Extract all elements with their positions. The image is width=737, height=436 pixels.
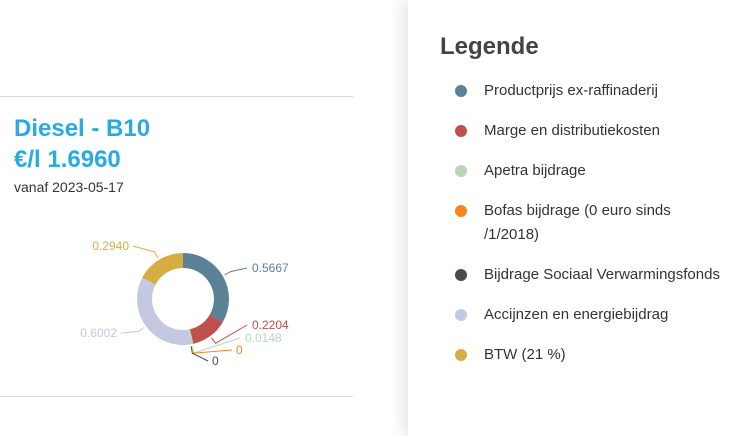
slice-value-label: 0 bbox=[212, 354, 219, 368]
donut-slice[interactable] bbox=[183, 253, 230, 323]
donut-slice[interactable] bbox=[188, 329, 194, 345]
legend-item-label: Bofas bijdrage (0 euro sinds /1/2018) bbox=[484, 202, 671, 243]
slice-value-label: 0.5667 bbox=[252, 261, 289, 275]
legend-color-dot-icon bbox=[455, 125, 467, 137]
legend-color-dot-icon bbox=[455, 269, 467, 281]
donut-slice[interactable] bbox=[189, 314, 223, 344]
slice-value-label: 0.2204 bbox=[252, 318, 289, 332]
legend-item[interactable]: Apetra bijdrage bbox=[454, 159, 724, 183]
legend-item-label: Productprijs ex-raffinaderij bbox=[484, 82, 658, 99]
slice-value-label: 0.6002 bbox=[80, 326, 117, 340]
slice-leader-line bbox=[224, 267, 248, 276]
legend-item-label: BTW (21 %) bbox=[484, 346, 566, 363]
legend-title: Legende bbox=[440, 33, 539, 60]
donut-slice[interactable] bbox=[137, 277, 191, 345]
fuel-date: vanaf 2023-05-17 bbox=[14, 179, 124, 195]
donut-slice[interactable] bbox=[142, 253, 183, 285]
fuel-title: Diesel - B10 bbox=[14, 115, 151, 142]
legend-color-dot-icon bbox=[455, 85, 467, 97]
slice-leader-line bbox=[211, 324, 248, 344]
slice-leader-line bbox=[120, 326, 145, 334]
legend-color-dot-icon bbox=[455, 349, 467, 361]
legend-item[interactable]: Bijdrage Sociaal Verwarmingsfonds bbox=[454, 263, 724, 287]
legend-list: Productprijs ex-raffinaderij Marge en dis… bbox=[454, 79, 724, 383]
legend-item[interactable]: Bofas bijdrage (0 euro sinds /1/2018) bbox=[454, 199, 724, 247]
legend-item-label: Marge en distributiekosten bbox=[484, 122, 660, 139]
fuel-panel: Diesel - B10 €/l 1.6960 vanaf 2023-05-17… bbox=[0, 96, 353, 397]
slice-value-label: 0.2940 bbox=[92, 239, 129, 253]
legend-item[interactable]: Marge en distributiekosten bbox=[454, 119, 724, 143]
legend-item-label: Accijnzen en energiebijdrag bbox=[484, 306, 669, 323]
legend-color-dot-icon bbox=[455, 165, 467, 177]
slice-leader-line bbox=[132, 245, 159, 259]
slice-leader-line bbox=[190, 346, 209, 362]
legend-item-label: Bijdrage Sociaal Verwarmingsfonds bbox=[484, 266, 720, 283]
legend-item[interactable]: Accijnzen en energiebijdrag bbox=[454, 303, 724, 327]
legend-color-dot-icon bbox=[455, 309, 467, 321]
top-divider bbox=[0, 96, 353, 97]
legend-item[interactable]: Productprijs ex-raffinaderij bbox=[454, 79, 724, 103]
fuel-price: €/l 1.6960 bbox=[14, 146, 121, 173]
legend-color-dot-icon bbox=[455, 205, 467, 217]
slice-value-label: 0.0148 bbox=[245, 331, 282, 345]
legend-item[interactable]: BTW (21 %) bbox=[454, 343, 724, 367]
slice-value-label: 0 bbox=[236, 343, 243, 357]
legend-panel: Legende Productprijs ex-raffinaderij Marg… bbox=[408, 0, 737, 436]
bottom-divider bbox=[0, 396, 353, 397]
legend-item-label: Apetra bijdrage bbox=[484, 162, 586, 179]
